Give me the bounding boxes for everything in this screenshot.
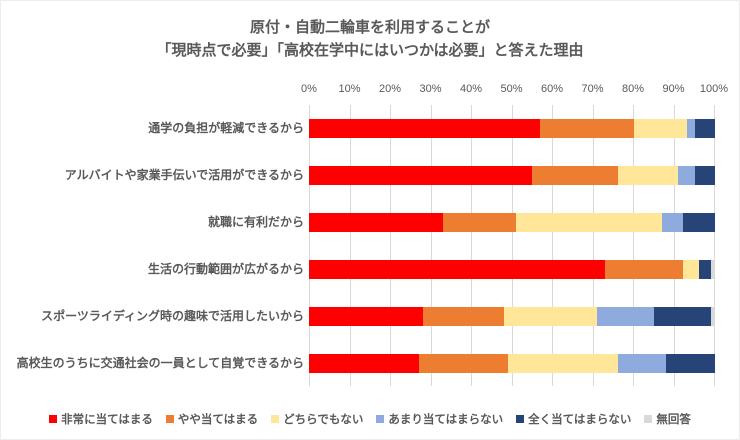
bar-segment: [654, 307, 711, 326]
category-label: アルバイトや家業手伝いで活用ができるから: [64, 168, 304, 182]
category-label: 通学の負担が軽減できるから: [148, 121, 304, 135]
bar-row: [309, 166, 715, 185]
bar-segment: [666, 354, 715, 373]
bar-segment: [698, 260, 711, 279]
bar-segment: [617, 166, 679, 185]
legend-marker-icon: [644, 415, 653, 423]
chart-title-line-2: 「現時点で必要」「高校在学中にはいつかは必要」と答えた理由: [156, 41, 584, 59]
bar-segment: [662, 213, 683, 232]
gridline: [309, 105, 310, 386]
y-axis-category-labels: 通学の負担が軽減できるからアルバイトや家業手伝いで活用ができるから就職に有利だか…: [1, 1, 304, 439]
gridline: [714, 105, 715, 386]
x-tick-label: 90%: [662, 83, 685, 95]
gridline: [471, 105, 472, 386]
legend-item: 非常に当てはまる: [49, 411, 153, 427]
legend-marker-icon: [516, 415, 525, 423]
legend-item: あまり当てはまらない: [376, 411, 503, 427]
bar-segment: [540, 119, 634, 138]
gridline: [593, 105, 594, 386]
bar-row: [309, 307, 715, 326]
legend-marker-icon: [49, 415, 58, 423]
x-tick-label: 20%: [378, 83, 402, 95]
legend-item: 全く当てはまらない: [516, 411, 631, 427]
gridline: [633, 105, 634, 386]
gridline: [674, 105, 675, 386]
legend-label: どちらでもない: [283, 414, 364, 426]
bar-segment: [678, 166, 695, 185]
bar-segment: [597, 307, 655, 326]
legend-item: どちらでもない: [271, 411, 363, 427]
legend-marker-icon: [165, 415, 174, 423]
bar-segment: [710, 260, 715, 279]
category-label: 高校生のうちに交通社会の一員として自覚できるから: [16, 356, 304, 370]
bar-segment: [309, 213, 443, 232]
category-label: 生活の行動範囲が広がるから: [147, 262, 304, 276]
gridline: [390, 105, 391, 386]
bar-segment: [309, 354, 419, 373]
legend-label: 非常に当てはまる: [61, 414, 153, 426]
legend-item: やや当てはまる: [165, 411, 259, 427]
bar-segment: [633, 119, 687, 138]
legend-label: 全く当てはまらない: [528, 414, 632, 426]
bar-row: [309, 354, 715, 373]
plot-area: [309, 105, 715, 386]
chart-title: 原付・自動二輪車を利用することが 「現時点で必要」「高校在学中にはいつかは必要」…: [1, 17, 739, 62]
legend-label: やや当てはまる: [177, 414, 259, 426]
bar-segment: [309, 307, 423, 326]
bar-row: [309, 213, 715, 232]
bar-segment: [309, 119, 541, 138]
bar-segment: [605, 260, 683, 279]
bar-segment: [682, 213, 715, 232]
legend-label: あまり当てはまらない: [388, 414, 504, 426]
bar-segment: [516, 213, 663, 232]
category-label: 就職に有利だから: [207, 215, 304, 229]
chart-title-line-1: 原付・自動二輪車を利用することが: [249, 19, 490, 36]
x-tick-label: 60%: [540, 83, 564, 95]
bar-segment: [682, 260, 699, 279]
x-tick-label: 0%: [301, 83, 317, 95]
bar-segment: [532, 166, 618, 185]
x-tick-label: 70%: [581, 83, 604, 95]
x-tick-label: 40%: [459, 83, 483, 95]
bar-segment: [418, 354, 508, 373]
legend-label: 無回答: [656, 414, 691, 426]
bar-segment: [442, 213, 517, 232]
gridline: [350, 105, 351, 386]
x-tick-label: 80%: [621, 83, 645, 95]
bar-segment: [686, 119, 695, 138]
legend-marker-icon: [271, 415, 280, 423]
bar-segment: [694, 119, 715, 138]
legend-marker-icon: [376, 415, 385, 423]
x-axis: 0% 10% 20% 30% 40% 50% 60% 70% 80% 90% 100%: [1, 83, 739, 97]
bar-segment: [694, 166, 715, 185]
bar-segment: [507, 354, 618, 373]
bar-segment: [617, 354, 667, 373]
bar-segment: [503, 307, 598, 326]
bar-segment: [710, 307, 715, 326]
chart-legend: 非常に当てはまる やや当てはまる どちらでもない あまり当てはまらない 全く当てはまらな…: [1, 411, 739, 427]
legend-item: 無回答: [644, 411, 691, 427]
gridline: [431, 105, 432, 386]
bar-segment: [422, 307, 504, 326]
gridline: [512, 105, 513, 386]
category-label: スポーツライディング時の趣味で活用したいから: [41, 309, 304, 323]
x-tick-label: 30%: [419, 83, 442, 95]
bar-row: [309, 260, 715, 279]
bar-segment: [309, 260, 606, 279]
x-tick-label: 100%: [699, 83, 729, 95]
bar-row: [309, 119, 715, 138]
bar-segment: [309, 166, 533, 185]
gridline: [552, 105, 553, 386]
x-tick-label: 50%: [500, 83, 523, 95]
x-tick-label: 10%: [338, 83, 361, 95]
